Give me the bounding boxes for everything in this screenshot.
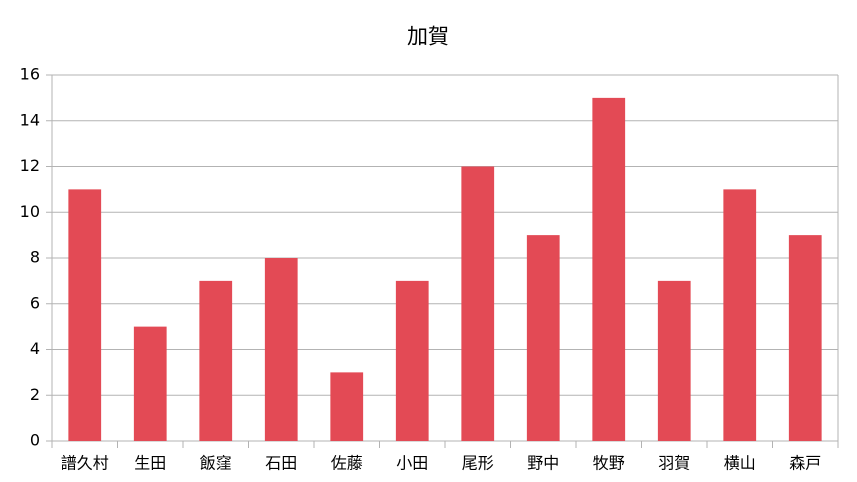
chart-title: 加賀	[407, 25, 449, 49]
x-tick-label: 牧野	[593, 454, 625, 473]
bar	[723, 189, 757, 441]
x-tick-label: 佐藤	[331, 454, 363, 473]
y-tick-label: 6	[30, 293, 40, 312]
x-tick-label: 野中	[527, 454, 559, 473]
x-tick-label: 生田	[134, 454, 166, 473]
bar	[133, 326, 167, 441]
y-tick-label: 8	[30, 248, 40, 267]
y-tick-label: 14	[20, 110, 40, 129]
bar	[395, 280, 429, 441]
x-tick-label: 尾形	[462, 454, 494, 473]
y-tick-label: 2	[30, 385, 40, 404]
bar	[657, 280, 691, 441]
bar	[330, 372, 364, 441]
bar	[199, 280, 233, 441]
bar	[788, 235, 822, 441]
y-tick-label: 12	[20, 156, 40, 175]
x-tick-label: 森戸	[789, 454, 821, 473]
y-tick-label: 10	[20, 202, 40, 221]
bar	[461, 166, 495, 441]
x-tick-label: 飯窪	[200, 454, 232, 473]
y-tick-label: 16	[20, 65, 40, 84]
y-tick-label: 0	[30, 431, 40, 450]
bar	[68, 189, 102, 441]
x-tick-label: 譜久村	[61, 454, 109, 473]
bar	[526, 235, 560, 441]
x-tick-label: 石田	[265, 454, 297, 473]
x-tick-label: 横山	[724, 454, 756, 473]
bar	[264, 258, 298, 441]
x-tick-label: 羽賀	[658, 454, 690, 473]
x-tick-label: 小田	[396, 454, 428, 473]
y-tick-label: 4	[30, 339, 40, 358]
bar	[592, 97, 626, 441]
